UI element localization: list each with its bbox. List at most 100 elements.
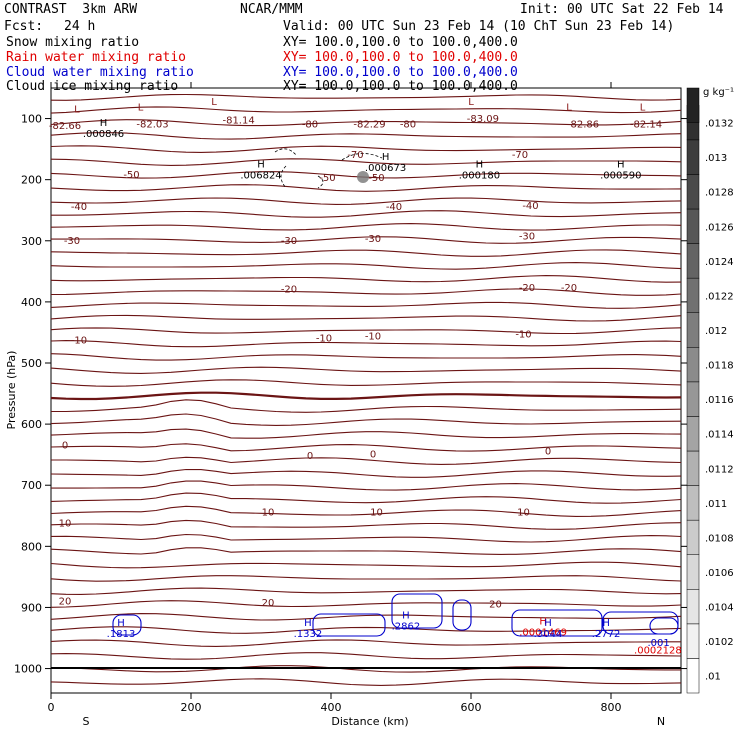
isotherm-line — [50, 223, 682, 231]
isotherm-line — [50, 492, 682, 504]
extremum-value: .3044 — [534, 629, 563, 640]
field-name-rain: Rain water mixing ratio — [6, 50, 187, 65]
cloud-ice-contour — [274, 148, 383, 189]
field-xy-cloud-water: XY= 100.0,100.0 to 100.0,400.0 — [283, 65, 518, 80]
isotherm-line — [50, 533, 682, 543]
isotherm-label: -80 — [400, 120, 416, 131]
isotherm-label: -10 — [515, 329, 531, 340]
isotherm-label: 0 — [62, 441, 68, 452]
extremum-symbol: L — [640, 103, 646, 114]
isotherm-line — [50, 275, 682, 283]
cloud-water-contour — [452, 599, 472, 631]
isotherm-line — [50, 505, 682, 517]
colorbar-cell — [686, 450, 700, 486]
isotherm-line — [50, 327, 682, 335]
isotherm-line — [50, 353, 682, 361]
colorbar-tick-label: .0126 — [705, 222, 734, 233]
isotherm-line — [50, 93, 682, 101]
x-tick-label: 800 — [601, 701, 622, 714]
extremum-value: .000673 — [365, 163, 406, 174]
field-xy-snow: XY= 100.0,100.0 to 100.0,400.0 — [283, 35, 518, 50]
extremum-symbol: H — [544, 618, 552, 629]
isotherm-line — [50, 301, 682, 309]
field-xy-cloud-ice: XY= 100.0,100.0 to 100.0,400.0 — [283, 79, 518, 94]
extremum-value: .0002128 — [634, 645, 682, 656]
x-tick-label: 0 — [48, 701, 55, 714]
isotherm-line — [50, 587, 682, 595]
extremum-symbol: L — [211, 97, 217, 108]
extremum-symbol: H — [382, 152, 390, 163]
isotherm-line — [51, 480, 682, 491]
extremum-symbol: H — [117, 618, 125, 629]
field-name-cloud-water: Cloud water mixing ratio — [6, 65, 194, 80]
isotherm-label: -10 — [71, 335, 87, 346]
isotherm-line — [50, 158, 682, 166]
isotherm-label: 10 — [59, 519, 72, 530]
isotherm-line — [50, 428, 682, 439]
isotherm-line — [50, 132, 682, 140]
colorbar-tick-label: .0104 — [705, 603, 734, 614]
isotherm-label: 0 — [307, 451, 313, 462]
extremum-symbol: L — [468, 97, 474, 108]
y-tick-label: 700 — [21, 479, 42, 492]
isotherm-line — [50, 519, 682, 530]
y-tick-label: 500 — [21, 357, 42, 370]
isotherm-label: -50 — [319, 173, 335, 184]
isotherm-line — [50, 184, 682, 192]
extremum-symbol: L — [138, 103, 144, 114]
extremum-value: .0001469 — [519, 628, 567, 639]
extremum-symbol: H — [100, 118, 108, 129]
extremum-value: .2772 — [592, 629, 621, 640]
colorbar-tick-label: .0124 — [705, 257, 734, 268]
colorbar-tick-label: .0128 — [705, 188, 734, 199]
colorbar-cell — [686, 623, 700, 659]
isotherm-label: 0 — [370, 450, 376, 461]
isotherm-label: -30 — [519, 232, 535, 243]
isotherm-line — [51, 456, 682, 465]
isotherm-label: -40 — [522, 201, 538, 212]
isotherm-label: -82.29 — [353, 120, 385, 131]
isotherm-line — [50, 575, 682, 582]
isotherm-label: -82.86 — [567, 120, 599, 131]
extremum-symbol: H — [539, 617, 547, 628]
isotherm-line — [50, 547, 682, 555]
colorbar-tick-label: .0106 — [705, 568, 734, 579]
forecast-hours: 24 h — [64, 19, 96, 34]
isotherm-line — [50, 468, 682, 478]
isotherm-line — [50, 106, 682, 114]
isotherm-line — [50, 145, 682, 153]
isotherm-line — [50, 340, 682, 348]
extremum-symbol: H — [257, 159, 265, 170]
isotherm-line — [50, 379, 682, 387]
isotherm-label: -82.66 — [49, 121, 81, 132]
colorbar-cell — [686, 312, 700, 348]
y-tick-label: 400 — [21, 296, 42, 309]
isotherm-label: -50 — [123, 170, 139, 181]
colorbar-cell — [686, 658, 700, 694]
isotherm-line — [50, 262, 682, 270]
x-tick-label: 600 — [461, 701, 482, 714]
field-name-cloud-ice: Cloud ice mixing ratio — [6, 79, 179, 94]
isotherm-line — [50, 366, 682, 374]
forecast-label: Fcst: — [4, 19, 44, 34]
colorbar-tick-label: .0108 — [705, 533, 734, 544]
isotherm-label: -30 — [365, 234, 381, 245]
field-name-snow: Snow mixing ratio — [6, 35, 140, 50]
isotherm-line — [51, 399, 682, 413]
colorbar-tick-label: .0102 — [705, 637, 734, 648]
isotherm-line — [51, 236, 682, 244]
contour-labels: -82.66 -82.03 -81.14 -80 -82.29 -80 -83.09 -82.… — [49, 97, 682, 656]
extremum-symbol: L — [566, 103, 572, 114]
isotherm-line — [50, 626, 682, 634]
isotherm-label: 20 — [59, 596, 72, 607]
x-axis-label: Distance (km) — [331, 715, 408, 728]
extremum-value: .001 — [647, 638, 669, 649]
isotherm-line — [50, 413, 682, 426]
extremum-value: .2862 — [392, 621, 421, 632]
y-tick-label: 100 — [21, 113, 42, 126]
colorbar-cell — [686, 519, 700, 555]
isotherm-label: -20 — [561, 283, 577, 294]
init-time: Init: 00 UTC Sat 22 Feb 14 — [520, 2, 724, 17]
plot-frame — [50, 87, 682, 694]
